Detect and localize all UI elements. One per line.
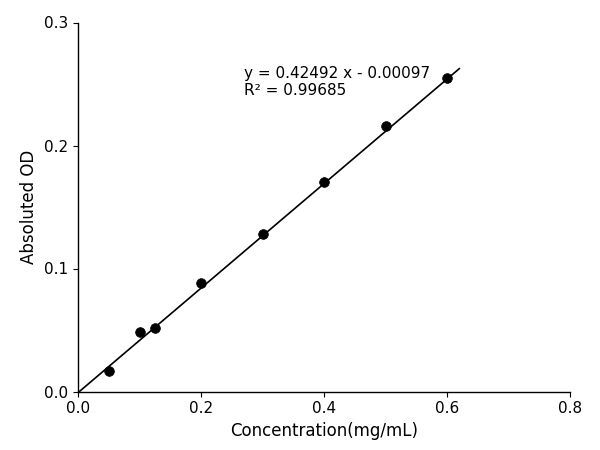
- Point: [381, 122, 391, 130]
- Y-axis label: Absoluted OD: Absoluted OD: [20, 150, 38, 264]
- Point: [104, 367, 113, 374]
- Point: [319, 179, 329, 186]
- Point: [150, 324, 160, 331]
- Text: y = 0.42492 x - 0.00097
R² = 0.99685: y = 0.42492 x - 0.00097 R² = 0.99685: [244, 66, 430, 98]
- Point: [258, 230, 268, 238]
- X-axis label: Concentration(mg/mL): Concentration(mg/mL): [230, 422, 418, 440]
- Point: [442, 74, 452, 81]
- Point: [134, 329, 145, 336]
- Point: [196, 279, 206, 287]
